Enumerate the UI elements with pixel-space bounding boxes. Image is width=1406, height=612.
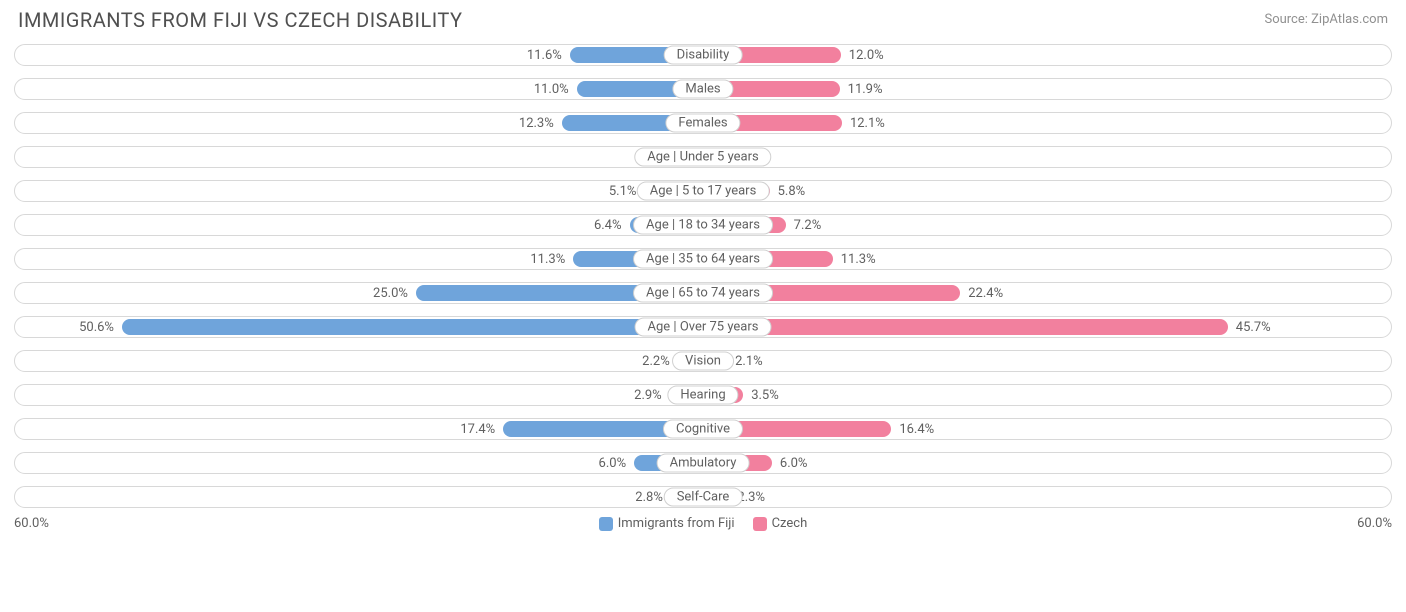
legend-swatch-left [599, 517, 613, 531]
value-left: 2.9% [626, 388, 670, 403]
row-left-half: 0.92% [14, 142, 703, 172]
row-category-label: Self-Care [664, 488, 743, 507]
row-category-label: Age | 18 to 34 years [633, 216, 773, 235]
row-left-half: 6.0% [14, 448, 703, 478]
chart-row: 11.0% 11.9% Males [14, 74, 1392, 104]
row-left-half: 5.1% [14, 176, 703, 206]
row-category-label: Females [665, 114, 740, 133]
value-left: 6.0% [591, 456, 635, 471]
chart-legend: Immigrants from Fiji Czech [599, 516, 808, 531]
row-left-half: 11.0% [14, 74, 703, 104]
row-left-half: 50.6% [14, 312, 703, 342]
row-right-half: 2.3% [703, 482, 1392, 512]
chart-row: 0.92%1.5%Age | Under 5 years [14, 142, 1392, 172]
row-right-half: 3.5% [703, 380, 1392, 410]
row-left-half: 2.8% [14, 482, 703, 512]
chart-row: 25.0% 22.4% Age | 65 to 74 years [14, 278, 1392, 308]
chart-row: 2.8%2.3%Self-Care [14, 482, 1392, 512]
legend-item-left: Immigrants from Fiji [599, 516, 735, 531]
row-left-half: 6.4% [14, 210, 703, 240]
row-right-half: 22.4% [703, 278, 1392, 308]
row-category-label: Vision [672, 352, 734, 371]
row-left-half: 17.4% [14, 414, 703, 444]
chart-row: 5.1% 5.8%Age | 5 to 17 years [14, 176, 1392, 206]
chart-row: 11.6% 12.0% Disability [14, 40, 1392, 70]
row-left-half: 25.0% [14, 278, 703, 308]
value-right: 12.1% [842, 116, 893, 131]
row-left-half: 2.2% [14, 346, 703, 376]
row-right-half: 12.0% [703, 40, 1392, 70]
chart-row: 2.9% 3.5% Hearing [14, 380, 1392, 410]
row-category-label: Disability [664, 46, 743, 65]
value-right: 11.9% [840, 82, 891, 97]
bar-right [703, 319, 1228, 335]
row-left-half: 2.9% [14, 380, 703, 410]
value-left: 25.0% [365, 286, 416, 301]
value-right: 11.3% [833, 252, 884, 267]
chart-row: 11.3% 11.3% Age | 35 to 64 years [14, 244, 1392, 274]
row-left-half: 11.3% [14, 244, 703, 274]
value-right: 5.8% [770, 184, 814, 199]
value-left: 6.4% [586, 218, 630, 233]
row-left-half: 11.6% [14, 40, 703, 70]
value-left: 11.3% [522, 252, 573, 267]
row-right-half: 5.8% [703, 176, 1392, 206]
row-category-label: Age | Over 75 years [635, 318, 772, 337]
row-right-half: 12.1% [703, 108, 1392, 138]
value-right: 22.4% [960, 286, 1011, 301]
row-category-label: Age | 5 to 17 years [637, 182, 770, 201]
value-left: 50.6% [71, 320, 122, 335]
row-category-label: Cognitive [663, 420, 743, 439]
value-left: 11.6% [519, 48, 570, 63]
row-category-label: Ambulatory [657, 454, 750, 473]
row-category-label: Age | 65 to 74 years [633, 284, 773, 303]
row-right-half: 11.3% [703, 244, 1392, 274]
legend-label-right: Czech [772, 516, 808, 531]
legend-label-left: Immigrants from Fiji [618, 516, 735, 531]
chart-row: 50.6% 45.7% Age | Over 75 years [14, 312, 1392, 342]
row-right-half: 2.1% [703, 346, 1392, 376]
chart-title: IMMIGRANTS FROM FIJI VS CZECH DISABILITY [18, 8, 462, 32]
row-left-half: 12.3% [14, 108, 703, 138]
row-right-half: 11.9% [703, 74, 1392, 104]
row-right-half: 45.7% [703, 312, 1392, 342]
value-right: 45.7% [1228, 320, 1279, 335]
chart-axis: 60.0% Immigrants from Fiji Czech 60.0% [0, 516, 1406, 531]
legend-swatch-right [753, 517, 767, 531]
row-category-label: Age | 35 to 64 years [633, 250, 773, 269]
legend-item-right: Czech [753, 516, 808, 531]
chart-row: 12.3% 12.1% Females [14, 108, 1392, 138]
value-left: 12.3% [511, 116, 562, 131]
row-right-half: 16.4% [703, 414, 1392, 444]
row-right-half: 7.2% [703, 210, 1392, 240]
value-right: 7.2% [786, 218, 830, 233]
row-right-half: 6.0% [703, 448, 1392, 478]
value-left: 17.4% [452, 422, 503, 437]
chart-row: 2.2%2.1%Vision [14, 346, 1392, 376]
row-category-label: Males [672, 80, 733, 99]
chart-source: Source: ZipAtlas.com [1264, 8, 1388, 27]
axis-right-max: 60.0% [1357, 516, 1392, 531]
value-left: 11.0% [526, 82, 577, 97]
chart-header: IMMIGRANTS FROM FIJI VS CZECH DISABILITY… [0, 0, 1406, 36]
chart-row: 6.4% 7.2% Age | 18 to 34 years [14, 210, 1392, 240]
chart-body: 11.6% 12.0% Disability 11.0% 11.9% Males 12.3%… [0, 36, 1406, 512]
value-right: 6.0% [772, 456, 816, 471]
value-right: 16.4% [891, 422, 942, 437]
value-right: 12.0% [841, 48, 892, 63]
row-category-label: Age | Under 5 years [634, 148, 771, 167]
row-right-half: 1.5% [703, 142, 1392, 172]
axis-left-max: 60.0% [14, 516, 49, 531]
chart-row: 17.4% 16.4% Cognitive [14, 414, 1392, 444]
chart-row: 6.0% 6.0% Ambulatory [14, 448, 1392, 478]
row-category-label: Hearing [667, 386, 738, 405]
bar-left [122, 319, 703, 335]
value-right: 3.5% [743, 388, 787, 403]
